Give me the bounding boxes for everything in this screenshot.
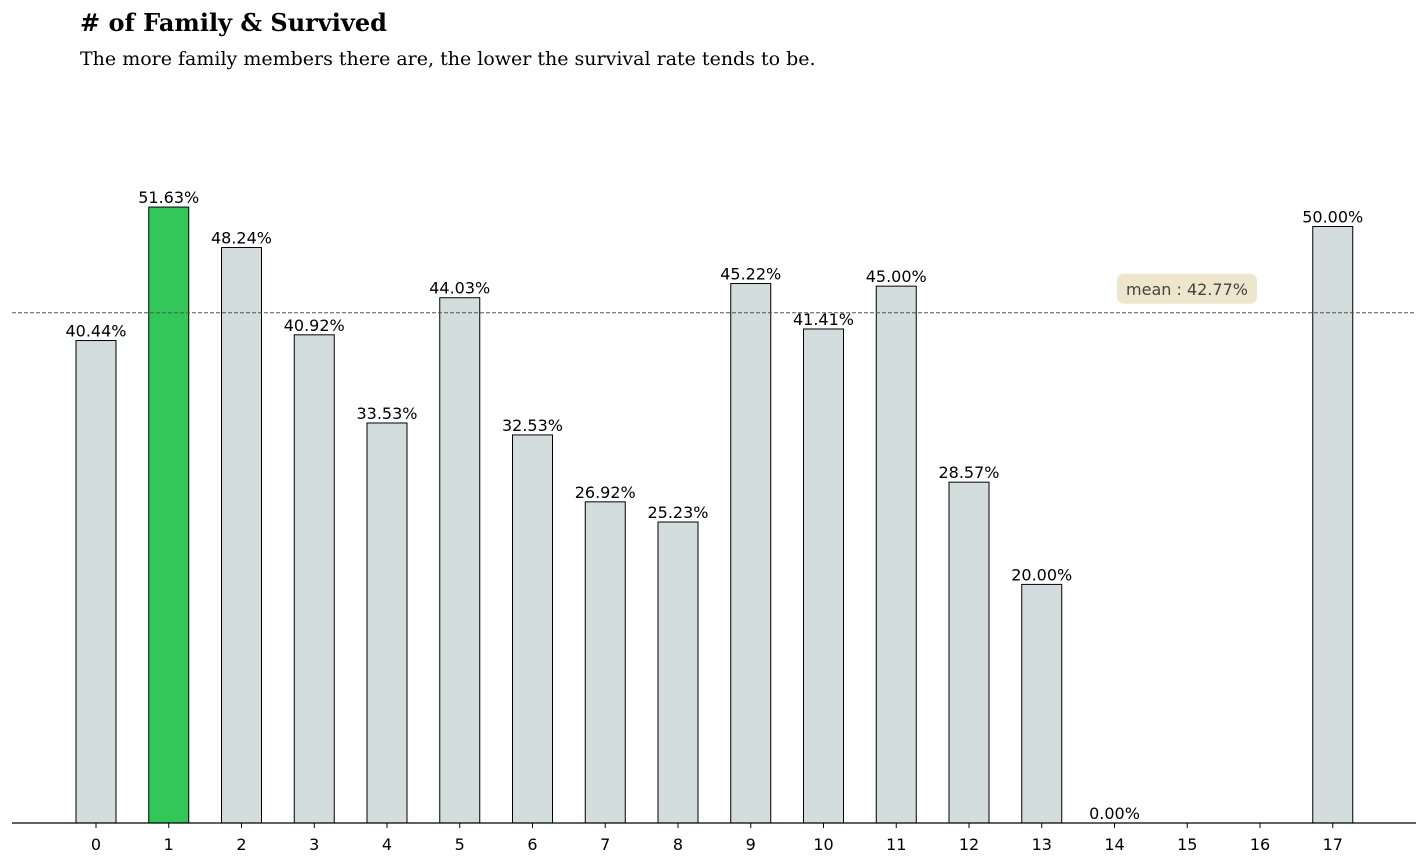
bar-9	[730, 283, 772, 824]
bar-13	[1021, 583, 1063, 824]
bar-1	[148, 206, 190, 824]
x-tick-label-1: 1	[164, 835, 174, 854]
data-label-11: 45.00%	[866, 267, 927, 286]
x-tick-label-0: 0	[91, 835, 101, 854]
bar-10	[803, 328, 844, 824]
bar-2	[221, 247, 262, 824]
bars: 40.44% 51.63% 48.24% 40.92% 33.53% 44.03% 32.5…	[65, 188, 1363, 824]
bar-0	[75, 340, 117, 824]
data-label-12: 28.57%	[938, 463, 999, 482]
x-tick-label-14: 14	[1104, 835, 1124, 854]
chart-subtitle: The more family members there are, the l…	[80, 48, 816, 70]
bar-6	[512, 434, 553, 824]
data-label-1: 51.63%	[138, 188, 199, 207]
data-label-3: 40.92%	[284, 316, 345, 335]
x-tick-label-2: 2	[236, 835, 246, 854]
x-tick-label-10: 10	[813, 835, 833, 854]
data-label-8: 25.23%	[647, 503, 708, 522]
x-tick-label-7: 7	[600, 835, 610, 854]
x-tick-label-15: 15	[1177, 835, 1197, 854]
x-tick-label-17: 17	[1323, 835, 1343, 854]
data-label-5: 44.03%	[429, 279, 490, 298]
bar-4	[366, 422, 408, 824]
x-tick-label-4: 4	[382, 835, 392, 854]
bar-8	[657, 521, 699, 824]
mean-label-box	[1117, 273, 1257, 304]
bar-5	[439, 297, 481, 824]
chart-title: # of Family & Survived	[80, 8, 387, 37]
x-tick-label-12: 12	[959, 835, 979, 854]
x-tick-label-9: 9	[746, 835, 756, 854]
data-label-6: 32.53%	[502, 416, 563, 435]
x-tick-label-3: 3	[309, 835, 319, 854]
mean-annotation: mean : 42.77%	[12, 273, 1416, 314]
bar-11	[875, 285, 917, 824]
data-label-10: 41.41%	[793, 310, 854, 329]
data-label-0: 40.44%	[65, 322, 126, 341]
bar-3	[293, 334, 335, 824]
x-axis: 0 1 2 3 4 5 6 7 8 9 10 11 12 13 14 15 16 17	[12, 822, 1416, 854]
x-tick-label-8: 8	[673, 835, 683, 854]
x-tick-label-6: 6	[527, 835, 537, 854]
x-tick-label-16: 16	[1250, 835, 1270, 854]
data-label-13: 20.00%	[1011, 565, 1072, 584]
data-label-7: 26.92%	[575, 483, 636, 502]
bar-12	[948, 481, 990, 824]
bar-17	[1312, 226, 1354, 824]
data-label-14: 0.00%	[1089, 804, 1140, 823]
data-label-9: 45.22%	[720, 265, 781, 284]
bar-7	[584, 501, 626, 824]
mean-label: mean : 42.77%	[1126, 280, 1248, 299]
x-tick-label-5: 5	[455, 835, 465, 854]
data-label-2: 48.24%	[211, 229, 272, 248]
x-tick-label-11: 11	[886, 835, 906, 854]
x-tick-label-13: 13	[1032, 835, 1052, 854]
data-label-4: 33.53%	[356, 404, 417, 423]
data-label-17: 50.00%	[1302, 208, 1363, 227]
